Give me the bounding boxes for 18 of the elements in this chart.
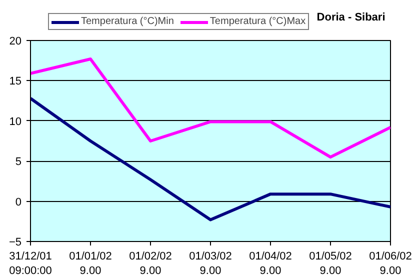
y-tick-label: 5: [15, 156, 22, 168]
x-tick-label: 01/03/02 9.00: [189, 250, 232, 277]
legend-label: Temperatura (°C)Max: [210, 16, 306, 27]
x-tick-label: 01/02/02 9.00: [129, 250, 172, 277]
y-tick-label: 0: [15, 196, 22, 208]
y-tick-label: −5: [8, 236, 22, 248]
y-tick-label: 15: [9, 76, 22, 88]
chart-title: Doria - Sibari: [316, 12, 386, 24]
x-tick-label: 01/04/02 9.00: [249, 250, 292, 277]
line-series: [30, 96, 390, 222]
x-tick-label: 01/01/02 9.00: [69, 250, 112, 277]
x-tick-label: 01/05/02 9.00: [309, 250, 352, 277]
x-tick-label: 31/12/01 09:00:00: [9, 250, 52, 277]
y-tick-label: 10: [9, 116, 22, 128]
line-series: [30, 57, 390, 159]
y-tick-label: 20: [9, 36, 22, 48]
x-tick-label: 01/06/02 9.00: [369, 250, 412, 277]
legend-label: Temperatura (°C)Min: [81, 16, 174, 27]
